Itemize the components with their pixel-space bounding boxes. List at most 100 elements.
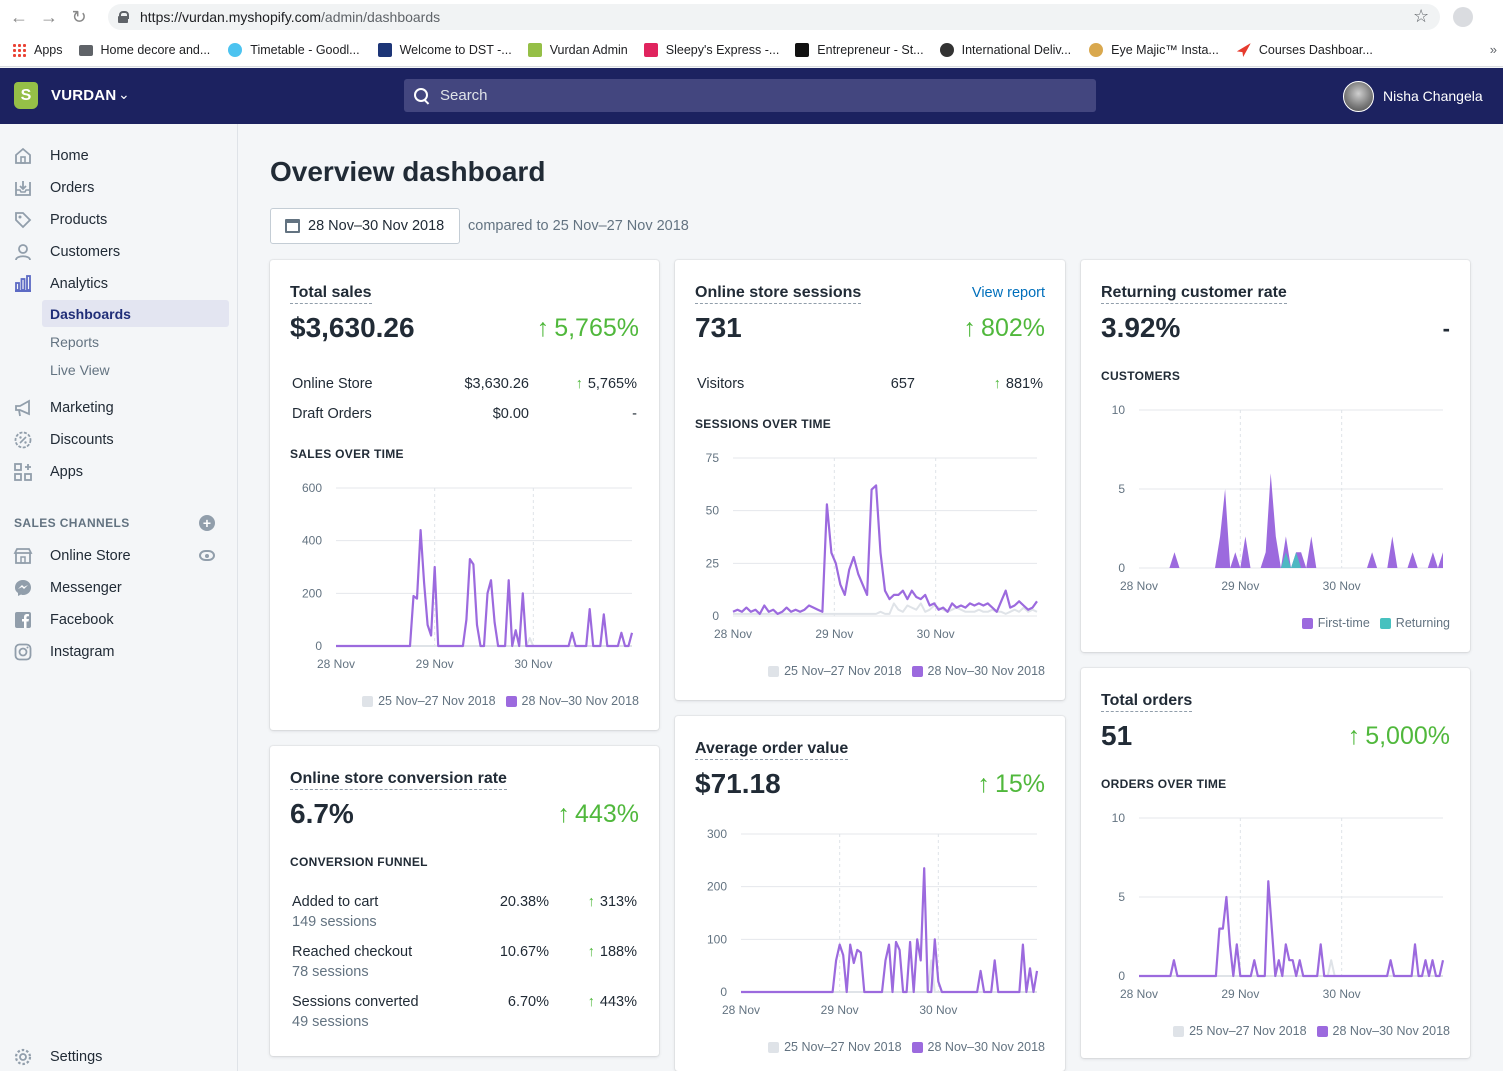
bookmark-item[interactable]: Home decore and... — [78, 43, 210, 57]
y-tick-label: 75 — [706, 451, 720, 465]
goodle-icon — [228, 43, 243, 57]
browser-profile-icon[interactable] — [1453, 7, 1473, 27]
sidebar-subitem-live-view[interactable]: Live View — [50, 361, 110, 378]
back-icon[interactable]: ← — [10, 6, 28, 27]
area-series-first-time — [1139, 473, 1443, 568]
metric-change-value: 5,000% — [1365, 722, 1450, 750]
eye-icon[interactable] — [199, 550, 215, 561]
sidebar-item-label: Customers — [50, 244, 121, 260]
shopify-icon — [527, 43, 542, 57]
more-bookmarks-icon[interactable]: » — [1489, 42, 1497, 57]
bookmark-item[interactable]: Courses Dashboar... — [1236, 43, 1373, 57]
megaphone-icon — [12, 397, 34, 419]
bookmark-label: Timetable - Goodl... — [250, 43, 360, 57]
dst-icon — [377, 43, 392, 57]
courses-icon — [1236, 43, 1251, 57]
search-input[interactable]: Search — [404, 79, 1096, 112]
sidebar-item-analytics[interactable]: Analytics — [12, 272, 230, 296]
returning-customer-card: Returning customer rate 3.92% - CUSTOMER… — [1081, 260, 1470, 652]
card-title[interactable]: Online store sessions — [695, 284, 862, 304]
sidebar-subitem-dashboards[interactable]: Dashboards — [42, 300, 229, 327]
avatar[interactable] — [1343, 81, 1374, 112]
y-tick-label: 5 — [1118, 890, 1125, 904]
breakdown-label: Draft Orders — [292, 406, 372, 422]
card-title[interactable]: Returning customer rate — [1101, 284, 1287, 304]
bookmark-item[interactable]: Timetable - Goodl... — [228, 43, 360, 57]
legend-label: 25 Nov–27 Nov 2018 — [784, 664, 902, 678]
arrow-up-icon: ↑ — [993, 376, 1001, 392]
metric-value: 51 — [1101, 720, 1133, 751]
y-tick-label: 200 — [707, 880, 727, 894]
legend-label: 28 Nov–30 Nov 2018 — [927, 1040, 1045, 1054]
discount-icon — [12, 429, 34, 451]
lock-icon — [118, 11, 129, 23]
bookmark-label: Welcome to DST -... — [399, 43, 512, 57]
sidebar-item-facebook[interactable]: Facebook — [12, 608, 230, 632]
x-tick-label: 29 Nov — [821, 1003, 859, 1017]
y-tick-label: 25 — [706, 556, 720, 570]
legend-swatch-current — [911, 1041, 923, 1053]
view-report-link[interactable]: View report — [971, 285, 1045, 301]
bookmark-apps[interactable]: Apps — [12, 43, 63, 57]
series-line-current — [1139, 880, 1445, 978]
sleepys-icon — [643, 43, 658, 57]
x-tick-label: 28 Nov — [1120, 579, 1158, 593]
sessions-chart: 0 25 50 75 28 Nov 29 Nov 30 Nov — [706, 451, 1038, 641]
x-tick-label: 30 Nov — [514, 657, 552, 671]
bookmark-item[interactable]: Sleepy's Express -... — [643, 43, 779, 57]
sidebar-subitem-reports[interactable]: Reports — [50, 333, 100, 350]
sidebar-item-messenger[interactable]: Messenger — [12, 576, 230, 600]
legend-label: 25 Nov–27 Nov 2018 — [1189, 1024, 1307, 1038]
legend-swatch-current — [911, 665, 923, 677]
delivery-icon — [939, 43, 954, 57]
sidebar-item-instagram[interactable]: Instagram — [12, 640, 230, 664]
sidebar-item-settings[interactable]: Settings — [12, 1045, 230, 1069]
sales-chart: 0 200 400 600 28 Nov 29 Nov 30 Nov — [302, 481, 634, 671]
sidebar-item-orders[interactable]: Orders — [12, 176, 230, 200]
shopify-logo-icon[interactable]: S — [14, 82, 38, 109]
card-title[interactable]: Average order value — [695, 740, 849, 760]
sidebar-item-label: Marketing — [50, 400, 114, 416]
y-tick-label: 300 — [707, 827, 727, 841]
y-tick-label: 0 — [1118, 561, 1125, 575]
card-title[interactable]: Online store conversion rate — [290, 770, 507, 790]
bookmark-item[interactable]: Vurdan Admin — [527, 43, 628, 57]
section-heading: CONVERSION FUNNEL — [290, 855, 428, 869]
orders-icon — [12, 177, 34, 199]
x-tick-label: 28 Nov — [317, 657, 355, 671]
sidebar-item-discounts[interactable]: Discounts — [12, 428, 230, 452]
facebook-icon — [12, 609, 34, 631]
arrow-up-icon: ↑ — [587, 994, 595, 1010]
store-name[interactable]: VURDAN — [51, 87, 117, 104]
bookmark-star-icon[interactable]: ☆ — [1413, 6, 1430, 26]
address-bar[interactable]: https://vurdan.myshopify.com/admin/dashb… — [108, 4, 1440, 30]
chevron-down-icon[interactable]: ⌄ — [118, 86, 130, 102]
bookmark-item[interactable]: Eye Majic™ Insta... — [1089, 43, 1219, 57]
section-heading: ORDERS OVER TIME — [1101, 777, 1227, 791]
card-title[interactable]: Total sales — [290, 284, 372, 304]
tag-icon — [12, 209, 34, 231]
card-title[interactable]: Total orders — [1101, 692, 1193, 712]
bookmark-item[interactable]: Welcome to DST -... — [377, 43, 512, 57]
sidebar-item-customers[interactable]: Customers — [12, 240, 230, 264]
legend-label: First-time — [1317, 616, 1370, 630]
sidebar-item-marketing[interactable]: Marketing — [12, 396, 230, 420]
sidebar-item-online-store[interactable]: Online Store — [12, 544, 230, 568]
sidebar-item-products[interactable]: Products — [12, 208, 230, 232]
date-range-button[interactable]: 28 Nov–30 Nov 2018 — [270, 208, 460, 244]
chart-legend: 25 Nov–27 Nov 2018 28 Nov–30 Nov 2018 — [1163, 1024, 1450, 1038]
add-channel-plus-icon[interactable]: + — [199, 515, 215, 531]
user-name[interactable]: Nisha Changela — [1383, 88, 1483, 104]
browser-toolbar: ← → ↻ https://vurdan.myshopify.com/admin… — [0, 0, 1503, 34]
aov-chart: 0 100 200 300 28 Nov 29 Nov 30 Nov — [707, 827, 1039, 1017]
bookmark-item[interactable]: International Deliv... — [939, 43, 1071, 57]
search-placeholder: Search — [440, 87, 488, 104]
breakdown-value: $3,630.26 — [464, 376, 529, 392]
sidebar-item-home[interactable]: Home — [12, 144, 230, 168]
date-range-label: 28 Nov–30 Nov 2018 — [308, 218, 445, 234]
sidebar-item-apps[interactable]: Apps — [12, 460, 230, 484]
metric-change: ↑ 443% — [558, 800, 639, 829]
bookmark-item[interactable]: Entrepreneur - St... — [795, 43, 924, 57]
reload-icon[interactable]: ↻ — [71, 6, 87, 27]
forward-icon[interactable]: → — [40, 6, 58, 27]
